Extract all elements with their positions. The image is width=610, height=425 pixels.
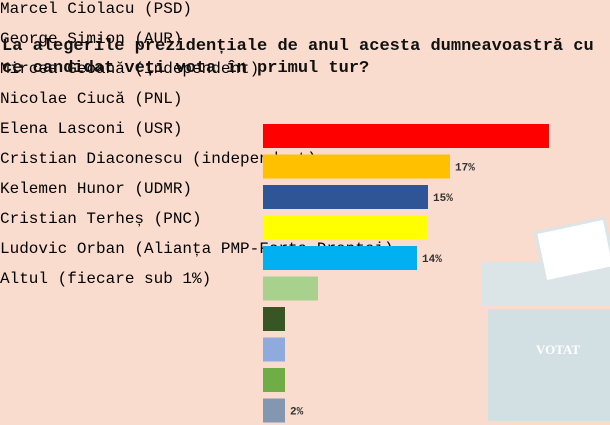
bar: [263, 154, 450, 179]
chart-title: La alegerile prezidențiale de anul acest…: [2, 37, 594, 78]
bar: [263, 124, 549, 148]
value-label: 2%: [290, 406, 304, 418]
category-label: Marcel Ciolacu (PSD): [0, 0, 193, 18]
bar: [263, 337, 285, 362]
category-label: George Simion (AUR): [0, 30, 183, 48]
value-label: 15%: [433, 193, 453, 205]
category-label: Mircea Geoană (independent): [0, 60, 260, 78]
bar: [263, 276, 318, 301]
value-label: 14%: [422, 254, 442, 266]
category-label: Altul (fiecare sub 1%): [0, 270, 212, 288]
ballot-box: VOTAT: [482, 216, 610, 421]
bar: [263, 246, 417, 270]
bar: [263, 368, 285, 392]
category-label: Cristian Terheș (PNC): [0, 210, 202, 228]
bar: [263, 215, 428, 240]
category-label: Elena Lasconi (USR): [0, 120, 183, 138]
bar: [263, 307, 285, 331]
bar: [263, 398, 285, 423]
bar: [263, 185, 428, 209]
value-label: 17%: [455, 162, 475, 174]
ballot-box-label: VOTAT: [536, 342, 580, 357]
category-label: Cristian Diaconescu (independent): [0, 150, 317, 168]
ballot-paper: [533, 216, 610, 284]
category-label: Kelemen Hunor (UDMR): [0, 180, 193, 198]
category-label: Nicolae Ciucă (PNL): [0, 90, 183, 108]
ballot-box-body: [488, 309, 610, 421]
